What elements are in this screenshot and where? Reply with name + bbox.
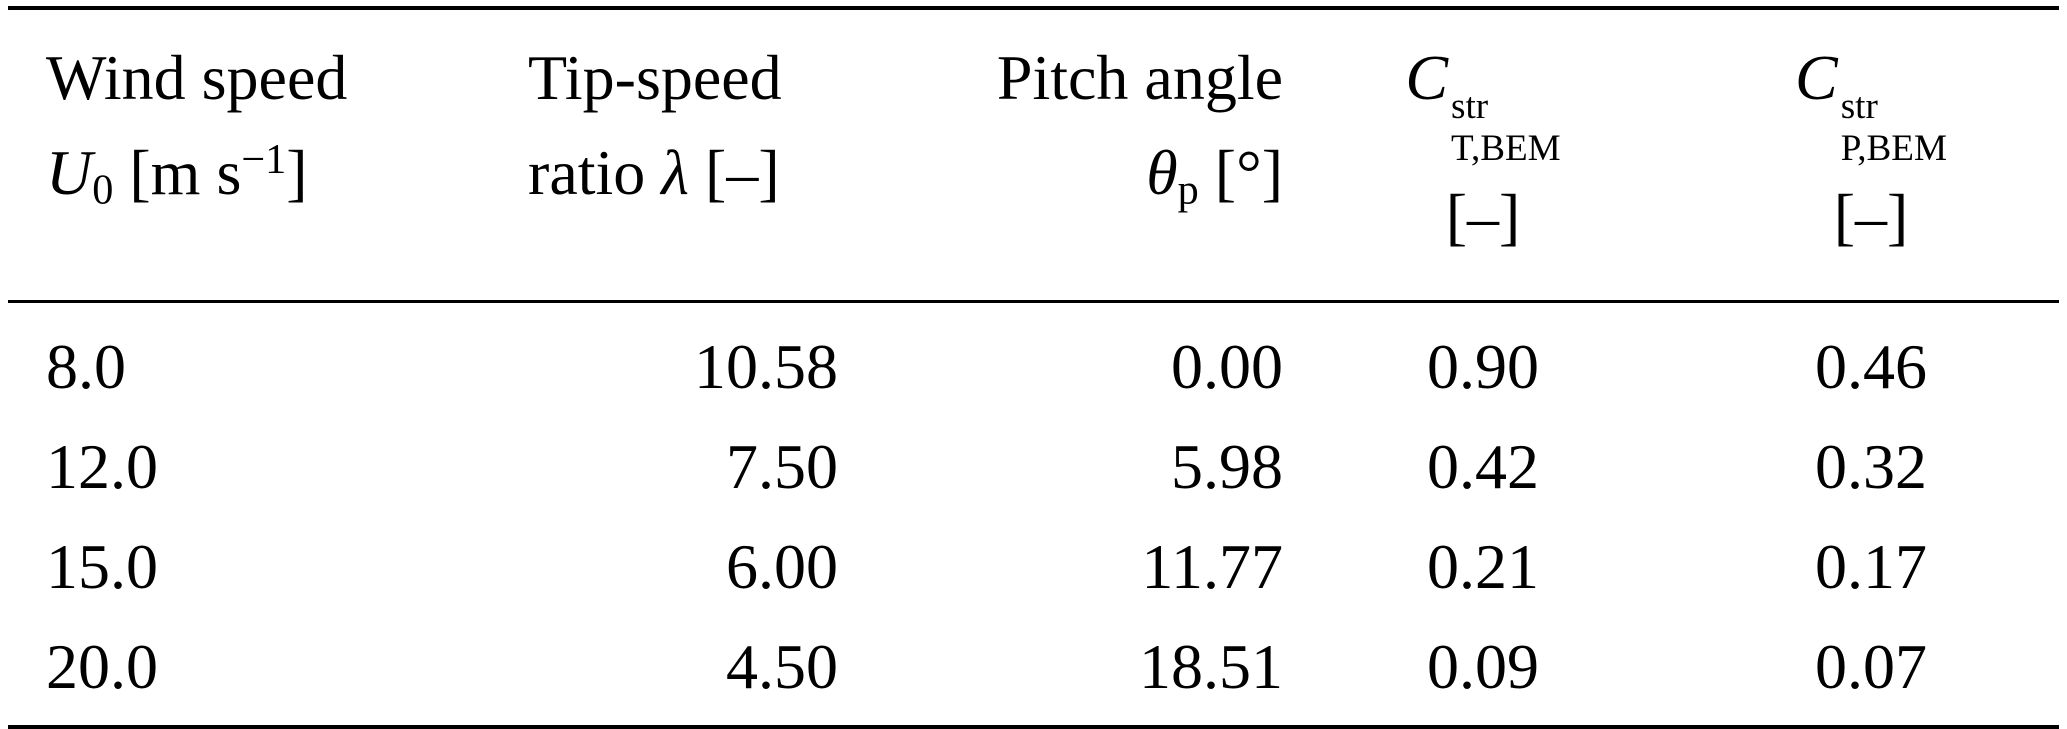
header-row: Wind speed U0 [m s−1] Tip-speed ratio λ … — [8, 8, 2059, 304]
cell-ct: 0.90 — [1427, 331, 1539, 403]
cell-cp: 0.07 — [1815, 631, 1927, 703]
cell-cp: 0.46 — [1815, 331, 1927, 403]
tip-speed-header-title: Tip-speed — [528, 42, 782, 113]
cell-cp: 0.17 — [1815, 531, 1927, 603]
col-header-pitch-angle: Pitch angle θp [°] — [838, 8, 1283, 304]
ct-header-unit: [–] — [1445, 181, 1521, 253]
cell-pitch-angle: 11.77 — [1141, 531, 1283, 603]
table-row: 20.0 4.50 18.51 0.09 0.07 — [8, 617, 2059, 727]
bem-operating-conditions-table: Wind speed U0 [m s−1] Tip-speed ratio λ … — [8, 6, 2059, 729]
cell-pitch-angle: 18.51 — [1139, 631, 1283, 703]
pitch-angle-header-title: Pitch angle — [996, 42, 1283, 113]
cell-ct: 0.42 — [1427, 431, 1539, 503]
pitch-angle-header-symbol: θp [°] — [1146, 137, 1283, 214]
cell-wind-speed: 20.0 — [46, 631, 158, 703]
cell-cp: 0.32 — [1815, 431, 1927, 503]
wind-speed-header-title: Wind speed — [46, 42, 348, 113]
table-row: 15.0 6.00 11.77 0.21 0.17 — [8, 517, 2059, 617]
cell-tip-speed-ratio: 4.50 — [726, 631, 838, 703]
cell-pitch-angle: 0.00 — [1171, 331, 1283, 403]
cell-ct: 0.09 — [1427, 631, 1539, 703]
cell-wind-speed: 8.0 — [46, 331, 126, 403]
wind-speed-header-symbol: U0 [m s−1] — [46, 135, 308, 214]
cell-tip-speed-ratio: 6.00 — [726, 531, 838, 603]
cell-pitch-angle: 5.98 — [1171, 431, 1283, 503]
cell-wind-speed: 12.0 — [46, 431, 158, 503]
col-header-tip-speed-ratio: Tip-speed ratio λ [–] — [488, 8, 838, 304]
cell-wind-speed: 15.0 — [46, 531, 158, 603]
cell-tip-speed-ratio: 10.58 — [694, 331, 838, 403]
table-row: 12.0 7.50 5.98 0.42 0.32 — [8, 417, 2059, 517]
cell-ct: 0.21 — [1427, 531, 1539, 603]
table-row: 8.0 10.58 0.00 0.90 0.46 — [8, 302, 2059, 418]
cell-tip-speed-ratio: 7.50 — [726, 431, 838, 503]
cp-header-unit: [–] — [1833, 181, 1909, 253]
tip-speed-header-symbol: ratio λ [–] — [528, 137, 780, 208]
col-header-wind-speed: Wind speed U0 [m s−1] — [8, 8, 488, 304]
